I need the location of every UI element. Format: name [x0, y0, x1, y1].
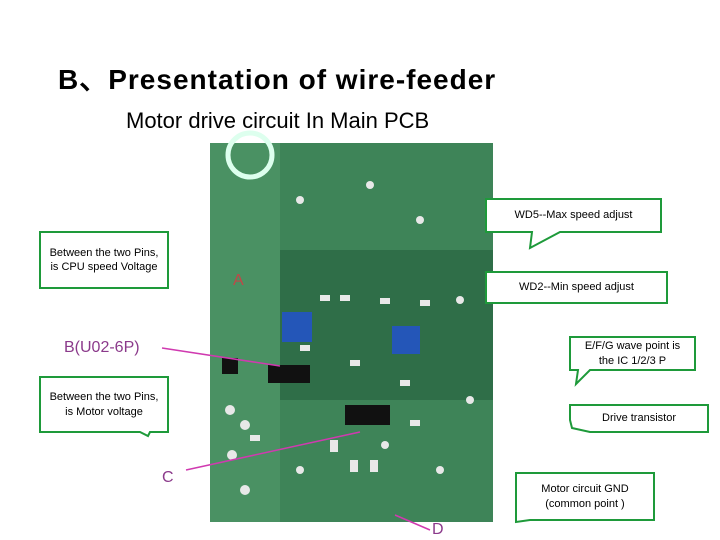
callout-shape — [39, 231, 169, 289]
components — [225, 181, 474, 495]
pointer-line — [394, 514, 431, 531]
callout-shape — [39, 376, 169, 438]
callout-text: E/F/G wave point is the IC 1/2/3 P — [584, 340, 681, 367]
title: B、Presentation of wire-feeder — [58, 64, 497, 95]
pointer-line — [185, 431, 361, 471]
callout-shape — [569, 404, 709, 433]
callout-text: Between the two Pins, is CPU speed Volta… — [49, 246, 159, 273]
callout-text: WD5--Max speed adjust — [514, 209, 633, 222]
callout-shapes — [39, 198, 709, 524]
potentiometer — [392, 326, 420, 354]
label: C — [162, 469, 174, 486]
callout-shape — [569, 336, 696, 387]
callout-shape — [485, 198, 662, 250]
callout-shape — [485, 271, 668, 304]
label: B(U02-6P) — [64, 339, 140, 356]
callout-text: Drive transistor — [602, 412, 676, 425]
label: A — [233, 272, 244, 289]
pcb-region — [280, 250, 493, 400]
component — [222, 358, 238, 374]
pointer-lines — [161, 347, 431, 531]
pointer-line — [161, 347, 281, 367]
callout-text: Between the two Pins, is Motor voltage — [49, 391, 159, 418]
potentiometer — [282, 312, 312, 342]
pcb-edge — [210, 143, 280, 522]
callout-text: Motor circuit GND (common point ) — [541, 483, 629, 510]
label: D — [432, 521, 444, 538]
ic-chip — [345, 405, 390, 425]
callout-text: WD2--Min speed adjust — [519, 281, 634, 294]
pcb-marking — [225, 130, 275, 180]
pcb-photo — [210, 130, 493, 522]
subtitle: Motor drive circuit In Main PCB — [126, 108, 430, 133]
ic-chip — [268, 365, 310, 383]
callout-shape — [515, 472, 655, 524]
